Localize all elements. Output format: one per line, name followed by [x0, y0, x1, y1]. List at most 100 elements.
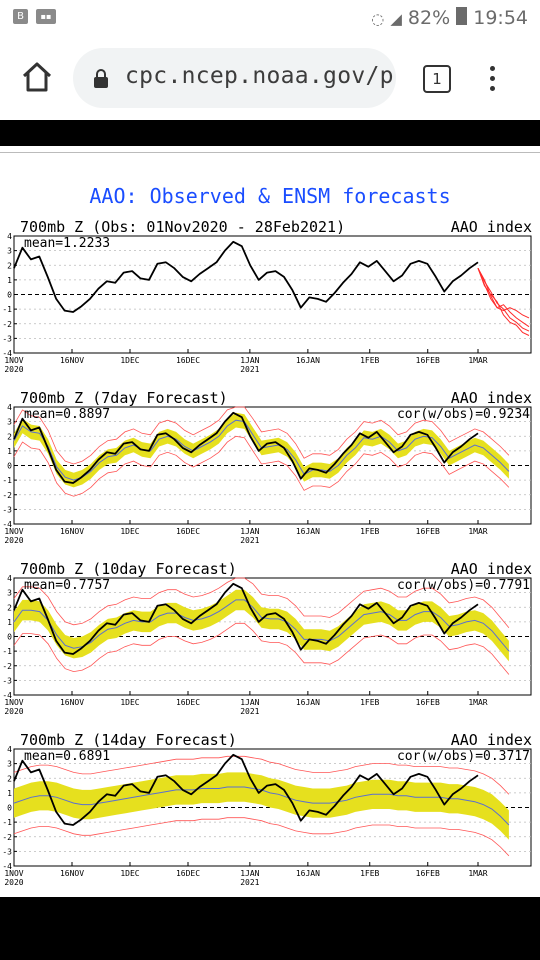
x-tick-label: 16NOV: [60, 527, 84, 536]
wifi-icon: ◌: [371, 10, 385, 28]
y-tick-label: -3: [2, 676, 12, 685]
chart-14day: 700mb Z (14day Forecast) AAO index 4 3 2 1 0 -1…: [2, 731, 532, 887]
browser-toolbar: cpc.ncep.noaa.gov/prc 1: [0, 38, 540, 120]
y-tick-label: -4: [2, 520, 12, 529]
x-tick-label: 1MAR: [468, 356, 487, 365]
chart-7day: 700mb Z (7day Forecast) AAO index 4 3 2 1 0 -1 -…: [2, 389, 532, 545]
chart-panel-14day: 700mb Z (14day Forecast) AAO index 4 3 2 1 0 -1…: [0, 729, 540, 897]
x-tick-label: 1FEB: [360, 698, 379, 707]
y-tick-label: 2: [7, 261, 12, 270]
ensemble-min-line: [13, 817, 510, 857]
correlation-label: cor(w/obs)=0.9234: [397, 407, 530, 422]
x-tick-label: 1DEC: [120, 356, 139, 365]
x-tick-label: 16JAN: [296, 527, 320, 536]
url-text[interactable]: cpc.ncep.noaa.gov/prc: [125, 63, 396, 89]
y-tick-label: -2: [2, 320, 12, 329]
home-icon[interactable]: [20, 60, 54, 94]
forecast-member-line: [477, 267, 530, 328]
chart-title: 700mb Z (Obs: 01Nov2020 - 28Feb2021): [20, 218, 345, 236]
x-tick-label: 1DEC: [120, 698, 139, 707]
page-title: AAO: Observed & ENSM forecasts: [89, 184, 451, 208]
x-tick-label: 16JAN: [296, 356, 320, 365]
x-tick-label: 1NOV: [4, 356, 23, 365]
observed-line: [13, 411, 479, 484]
y-tick-label: -3: [2, 847, 12, 856]
year-label: 2020: [4, 365, 23, 374]
ensemble-max-line: [13, 755, 510, 795]
clock: 19:54: [473, 7, 528, 29]
year-label: 2021: [240, 878, 259, 887]
page-top-bar: [0, 120, 540, 146]
x-tick-label: 1JAN: [240, 356, 259, 365]
y-tick-label: 0: [7, 462, 12, 471]
x-tick-label: 16DEC: [176, 356, 200, 365]
lock-icon: [94, 69, 108, 88]
y-tick-label: 2: [7, 603, 12, 612]
x-tick-label: 1MAR: [468, 527, 487, 536]
status-right: ◌ ◢ 82% 19:54: [371, 7, 528, 29]
x-tick-label: 1MAR: [468, 869, 487, 878]
battery-percent: 82%: [407, 7, 451, 29]
divider: [0, 152, 540, 153]
b-app-icon: B: [13, 9, 28, 24]
ensemble-max-line: [13, 577, 510, 628]
y-tick-label: -4: [2, 862, 12, 871]
y-tick-label: -1: [2, 476, 12, 485]
observed-line: [13, 240, 479, 313]
chart-title: 700mb Z (14day Forecast): [20, 731, 237, 749]
x-tick-label: 1JAN: [240, 527, 259, 536]
year-label: 2020: [4, 536, 23, 545]
y-tick-label: 3: [7, 760, 12, 769]
status-bar: B ▪▪ ◌ ◢ 82% 19:54: [0, 0, 540, 38]
y-tick-label: -1: [2, 647, 12, 656]
bottom-bar: [0, 897, 540, 960]
y-tick-label: -1: [2, 818, 12, 827]
chart-title: 700mb Z (7day Forecast): [20, 389, 228, 407]
y-tick-label: 4: [7, 232, 12, 241]
chart-index-label: AAO index: [451, 560, 532, 578]
y-tick-label: -3: [2, 505, 12, 514]
y-tick-label: -2: [2, 491, 12, 500]
ensemble-min-line: [13, 435, 510, 497]
y-tick-label: -2: [2, 833, 12, 842]
y-tick-label: -1: [2, 305, 12, 314]
x-tick-label: 16FEB: [416, 527, 440, 536]
y-tick-label: 0: [7, 633, 12, 642]
x-tick-label: 1JAN: [240, 698, 259, 707]
mean-label: mean=0.8897: [24, 407, 110, 422]
x-tick-label: 1FEB: [360, 527, 379, 536]
chart-panel-7day: 700mb Z (7day Forecast) AAO index 4 3 2 1 0 -1 -…: [0, 387, 540, 558]
chart-panel-10day: 700mb Z (10day Forecast) AAO index 4 3 2 1 0 -1…: [0, 558, 540, 729]
y-tick-label: 1: [7, 618, 12, 627]
y-tick-label: 1: [7, 789, 12, 798]
observed-line: [13, 753, 479, 826]
tab-switcher-button[interactable]: 1: [423, 65, 451, 93]
year-label: 2021: [240, 707, 259, 716]
x-tick-label: 16JAN: [296, 698, 320, 707]
x-tick-label: 1DEC: [120, 869, 139, 878]
observed-line: [13, 582, 479, 655]
mean-label: mean=1.2233: [24, 236, 110, 251]
y-tick-label: 3: [7, 589, 12, 598]
x-tick-label: 1FEB: [360, 356, 379, 365]
x-tick-label: 1DEC: [120, 527, 139, 536]
overflow-menu-icon[interactable]: [488, 66, 496, 94]
x-tick-label: 16NOV: [60, 356, 84, 365]
year-label: 2020: [4, 707, 23, 716]
mean-label: mean=0.7757: [24, 578, 110, 593]
year-label: 2021: [240, 536, 259, 545]
y-tick-label: 4: [7, 574, 12, 583]
y-tick-label: -3: [2, 334, 12, 343]
x-tick-label: 1JAN: [240, 869, 259, 878]
chart-obs: 700mb Z (Obs: 01Nov2020 - 28Feb2021) AAO …: [2, 218, 532, 374]
address-bar[interactable]: cpc.ncep.noaa.gov/prc: [73, 48, 396, 108]
chart-index-label: AAO index: [451, 389, 532, 407]
x-tick-label: 16NOV: [60, 869, 84, 878]
x-tick-label: 16FEB: [416, 698, 440, 707]
x-tick-label: 16DEC: [176, 527, 200, 536]
y-tick-label: 2: [7, 774, 12, 783]
y-tick-label: 2: [7, 432, 12, 441]
chart-title: 700mb Z (10day Forecast): [20, 560, 237, 578]
battery-icon: [456, 7, 468, 25]
ensemble-max-line: [13, 406, 510, 465]
